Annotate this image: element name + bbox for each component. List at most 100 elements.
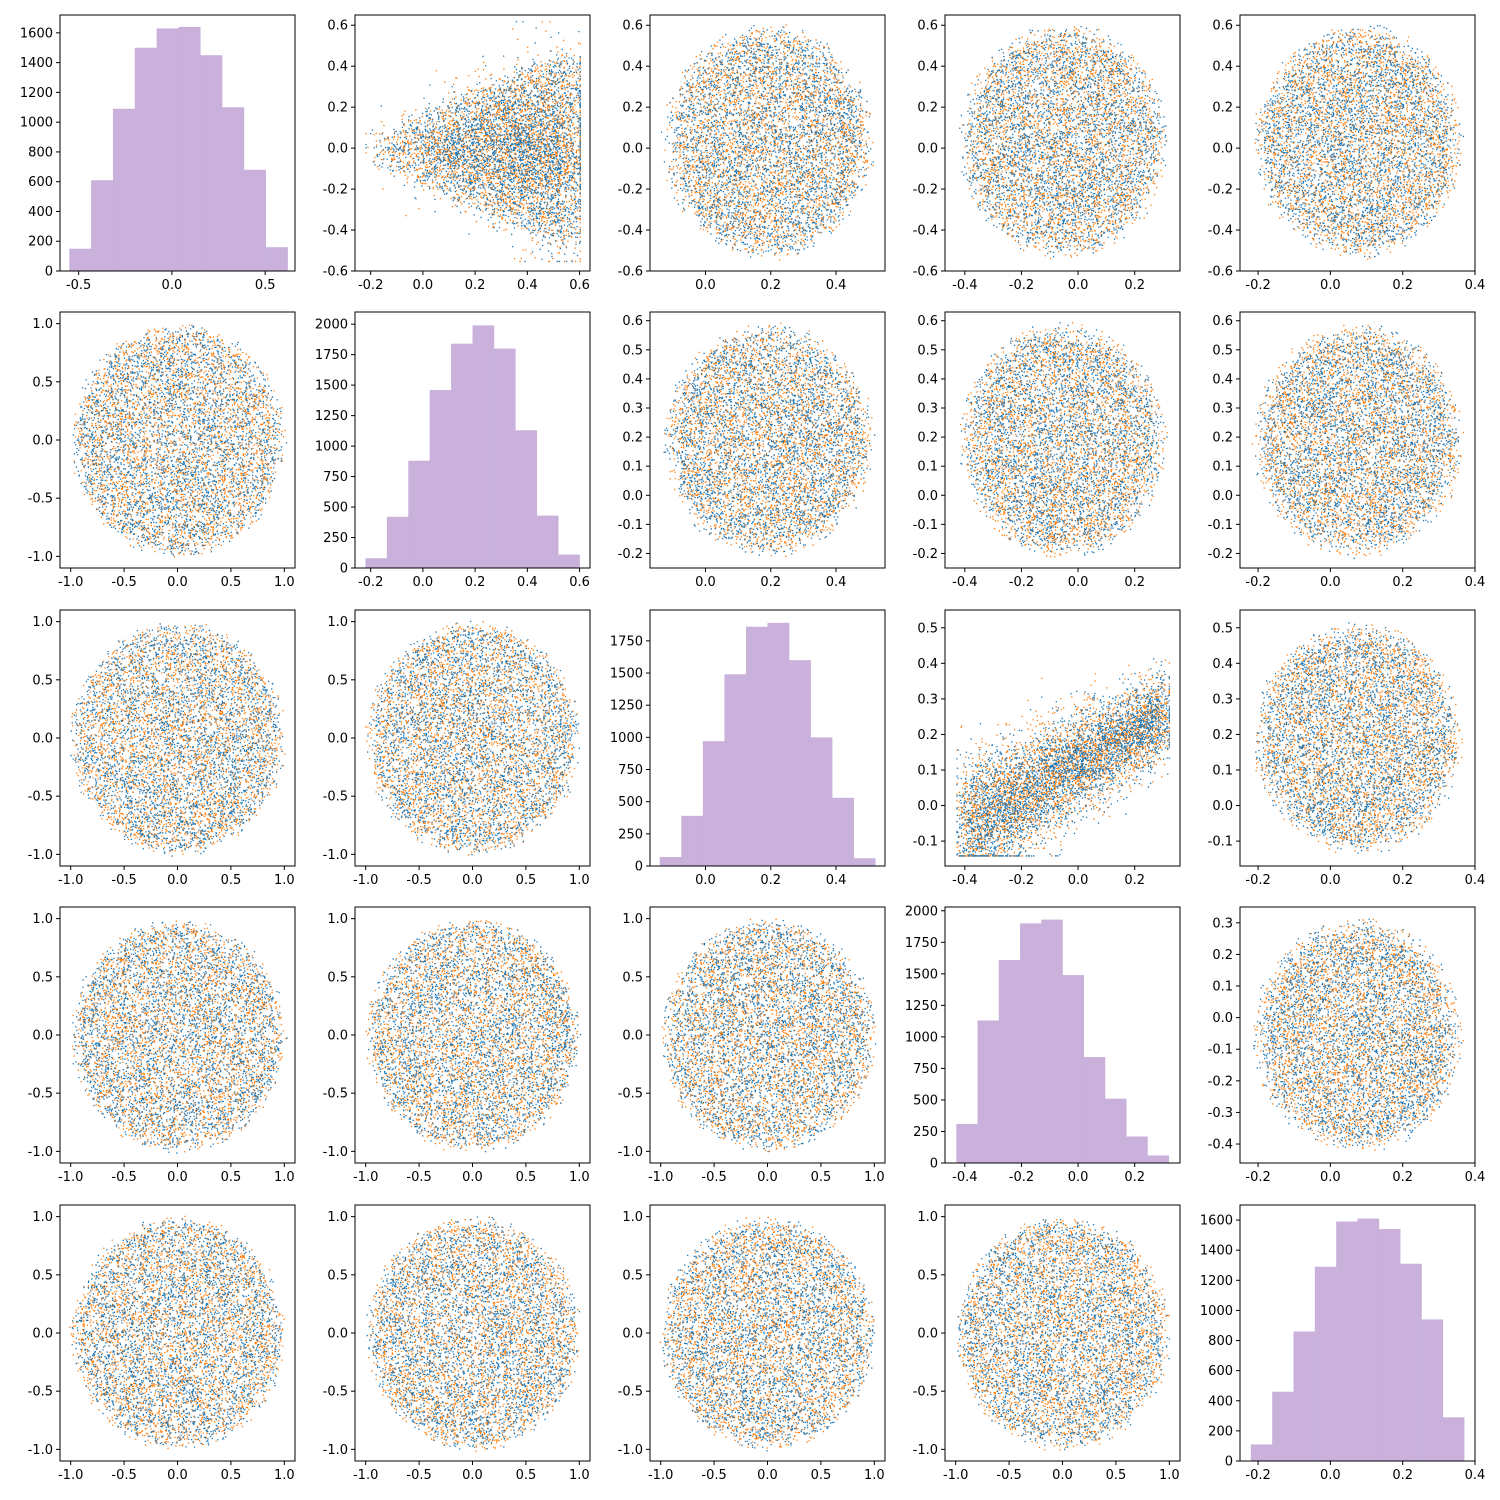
y-tick-label: -0.1 <box>1208 518 1233 533</box>
x-tick-label: 1.0 <box>274 575 295 590</box>
panel-r2-c2: 0.0 0.2 0.4 0 250 500 750 1000 1250 1500 1750 <box>610 609 886 888</box>
x-tick-label: 0.0 <box>1068 1170 1089 1185</box>
x-tick-label: 0.2 <box>1392 575 1413 590</box>
y-tick-label: 0.2 <box>1212 948 1233 963</box>
x-tick-label: 0.2 <box>1124 1170 1145 1185</box>
x-tick-label: -1.0 <box>648 1468 673 1483</box>
histogram-bar <box>493 348 516 568</box>
x-tick-label: 0.4 <box>1465 1468 1486 1483</box>
y-tick-label: 0.5 <box>327 970 348 985</box>
x-tick-label: -1.0 <box>353 873 378 888</box>
y-tick-label: 0.2 <box>622 101 643 116</box>
y-tick-label: 0 <box>635 860 643 875</box>
x-tick-label: 0.5 <box>516 873 537 888</box>
y-tick-label: -0.6 <box>618 265 643 280</box>
y-tick-label: 0.5 <box>917 343 938 358</box>
panel-r0-c1: -0.2 0.0 0.2 0.4 0.6 -0.6 -0.4 -0.2 0.0 0.2 0.4 0.6 <box>323 14 591 293</box>
x-tick-label: -0.5 <box>701 1170 726 1185</box>
panel-r1-c0: -1.0 -0.5 0.0 0.5 1.0 -1.0 -0.5 0.0 0.5 1.0 <box>28 311 296 590</box>
x-tick-label: 0.2 <box>465 278 486 293</box>
y-tick-label: 0.6 <box>917 19 938 34</box>
y-tick-label: 0.2 <box>917 728 938 743</box>
scatter-points-series-b <box>1251 324 1465 557</box>
panel-frame <box>649 14 886 272</box>
x-tick-label: 0.4 <box>826 873 847 888</box>
y-tick-label: 0.0 <box>1212 142 1233 157</box>
scatter-points-series-b <box>69 1215 285 1450</box>
x-tick-label: 0.2 <box>465 575 486 590</box>
y-tick-label: 0.1 <box>622 460 643 475</box>
y-tick-label: -0.4 <box>913 224 938 239</box>
panel-r3-c1: -1.0 -0.5 0.0 0.5 1.0 -1.0 -0.5 0.0 0.5 1.0 <box>323 906 591 1185</box>
panel-frame <box>59 14 296 272</box>
histogram-bar <box>681 815 704 866</box>
x-tick-label: 1.0 <box>274 873 295 888</box>
y-tick-label: -0.5 <box>618 1385 643 1400</box>
x-tick-label: -0.5 <box>701 1468 726 1483</box>
scatter-points-series-a <box>366 1216 580 1450</box>
scatter-points-series-a <box>368 922 582 1153</box>
y-tick-label: 0.0 <box>917 142 938 157</box>
scatter-points-series-b <box>663 322 873 557</box>
y-tick-label: -0.1 <box>913 518 938 533</box>
x-tick-label: -0.2 <box>1245 1468 1270 1483</box>
x-tick-label: 0.0 <box>167 1170 188 1185</box>
scatter-points-series-a <box>663 325 876 556</box>
y-tick-label: 1500 <box>905 967 938 982</box>
x-tick-label: -0.2 <box>1009 575 1034 590</box>
panel-r4-c1: -1.0 -0.5 0.0 0.5 1.0 -1.0 -0.5 0.0 0.5 1.0 <box>323 1204 591 1483</box>
histogram-bar <box>1357 1218 1380 1461</box>
x-tick-label: -0.2 <box>1009 278 1034 293</box>
y-tick-label: 0.3 <box>1212 692 1233 707</box>
y-tick-label: 1000 <box>905 1030 938 1045</box>
panel-r3-c4: -0.2 0.0 0.2 0.4 -0.4 -0.3 -0.2 -0.1 0.0 0.1 0.2 0.… <box>1208 906 1485 1185</box>
panel-frame <box>1239 14 1476 272</box>
x-tick-label: -0.4 <box>952 873 977 888</box>
x-tick-label: -0.2 <box>358 575 383 590</box>
y-tick-label: 0.1 <box>1212 764 1233 779</box>
x-tick-label: 0.0 <box>167 873 188 888</box>
panel-r2-c3: -0.4 -0.2 0.0 0.2 -0.1 0.0 0.1 0.2 0.3 0.4 0.5 <box>913 609 1181 888</box>
panel-r2-c1: -1.0 -0.5 0.0 0.5 1.0 -1.0 -0.5 0.0 0.5 1.0 <box>323 609 591 888</box>
x-tick-label: 0.5 <box>221 1170 242 1185</box>
y-tick-label: 0 <box>930 1157 938 1172</box>
panel-r1-c1: -0.2 0.0 0.2 0.4 0.6 0 250 500 750 1000 1250 1500 17… <box>315 311 591 590</box>
panel-frame <box>649 609 886 867</box>
y-tick-label: 1200 <box>20 86 53 101</box>
y-tick-label: 0.0 <box>1212 1011 1233 1026</box>
histogram-bar <box>659 856 682 866</box>
y-tick-label: 0.6 <box>622 19 643 34</box>
x-tick-label: 0.0 <box>1320 575 1341 590</box>
scatter-points-series-a <box>1253 918 1463 1150</box>
y-tick-label: 1600 <box>20 26 53 41</box>
x-tick-label: -0.4 <box>952 1170 977 1185</box>
y-tick-label: 1.0 <box>917 1210 938 1225</box>
y-tick-label: 0.0 <box>1212 799 1233 814</box>
y-tick-label: 1.0 <box>32 1210 53 1225</box>
panel-frame <box>354 1204 591 1462</box>
y-tick-label: 0.4 <box>1212 372 1233 387</box>
y-tick-label: 0.2 <box>1212 101 1233 116</box>
panel-frame <box>944 311 1181 569</box>
x-tick-label: 0.0 <box>1320 278 1341 293</box>
y-tick-label: 0.3 <box>1212 916 1233 931</box>
x-tick-label: 0.4 <box>1465 278 1486 293</box>
panel-r0-c2: 0.0 0.2 0.4 -0.6 -0.4 -0.2 0.0 0.2 0.4 0.6 <box>618 14 886 293</box>
histogram-bar <box>243 169 267 271</box>
x-tick-label: 0.0 <box>1068 873 1089 888</box>
y-tick-label: 0.2 <box>1212 431 1233 446</box>
y-tick-label: -0.3 <box>1208 1106 1233 1121</box>
y-tick-label: 0.4 <box>917 372 938 387</box>
y-tick-label: -0.2 <box>1208 1074 1233 1089</box>
y-tick-label: 1000 <box>1200 1304 1233 1319</box>
x-tick-label: 0.0 <box>1052 1468 1073 1483</box>
y-tick-label: -0.4 <box>618 224 643 239</box>
histogram-bar <box>178 26 201 271</box>
x-tick-label: -0.2 <box>1245 575 1270 590</box>
histogram-bar <box>1020 923 1042 1163</box>
y-tick-label: 600 <box>28 175 53 190</box>
x-tick-label: -0.2 <box>1245 278 1270 293</box>
y-tick-label: 0.0 <box>1212 489 1233 504</box>
y-tick-label: 0.6 <box>1212 314 1233 329</box>
panel-r1-c4: -0.2 0.0 0.2 0.4 -0.2 -0.1 0.0 0.1 0.2 0.3 0.4 0.5 0… <box>1208 311 1485 590</box>
